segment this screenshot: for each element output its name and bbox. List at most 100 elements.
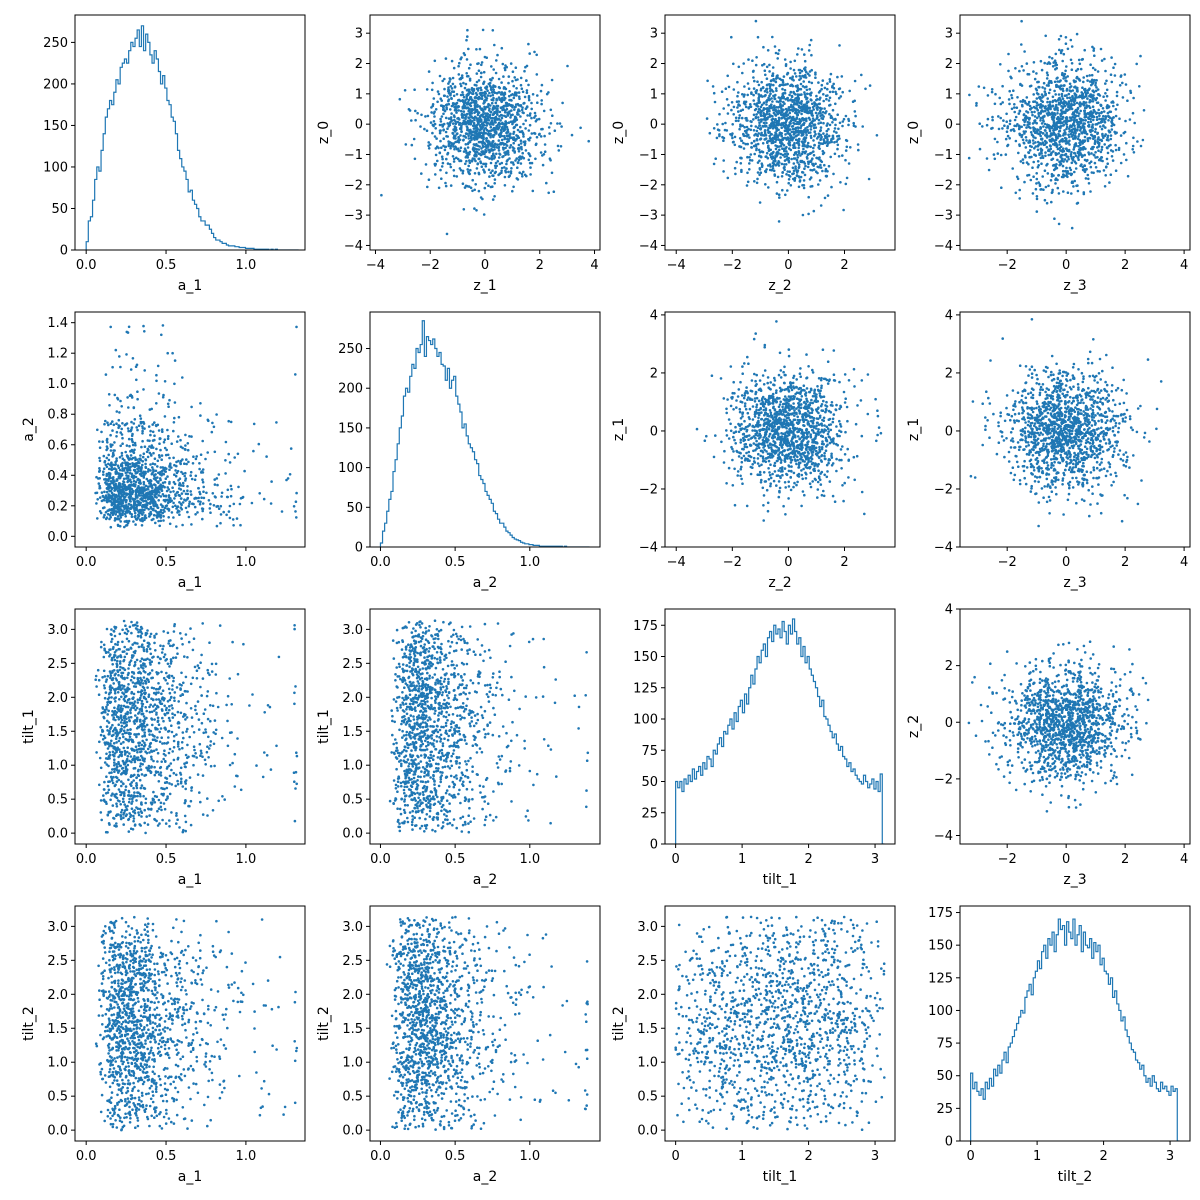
scatter-point — [794, 84, 798, 88]
scatter-point — [1056, 80, 1059, 83]
scatter-point — [1050, 200, 1053, 204]
scatter-point — [1014, 67, 1017, 70]
scatter-point — [495, 59, 498, 62]
scatter-point — [496, 160, 500, 163]
x-tick-label: −4 — [667, 258, 686, 273]
scatter-point — [1087, 177, 1090, 181]
scatter-point — [1078, 112, 1081, 115]
scatter-point — [1032, 100, 1035, 103]
scatter-point — [1110, 80, 1114, 84]
scatter-point — [292, 505, 296, 508]
scatter-point — [735, 100, 739, 103]
scatter-point — [484, 121, 488, 124]
scatter-point — [453, 145, 457, 148]
scatter-point — [1054, 105, 1058, 109]
scatter-point — [1061, 97, 1065, 100]
scatter-point — [727, 103, 730, 107]
scatter-point — [496, 113, 499, 116]
scatter-point — [769, 124, 773, 127]
scatter-point — [522, 170, 525, 174]
scatter-point — [788, 93, 791, 97]
scatter-point — [497, 133, 501, 136]
scatter-point — [1107, 144, 1111, 148]
scatter-point — [775, 153, 779, 157]
scatter-point — [161, 324, 165, 327]
scatter-point — [502, 94, 506, 97]
scatter-point — [837, 96, 841, 100]
scatter-point — [1046, 62, 1049, 65]
scatter-point — [1078, 133, 1081, 136]
scatter-point — [781, 138, 784, 141]
scatter-point — [269, 502, 273, 505]
scatter-point — [1015, 175, 1019, 179]
scatter-point — [771, 151, 775, 155]
scatter-point — [737, 65, 741, 69]
scatter-point — [828, 90, 832, 94]
scatter-point — [444, 116, 448, 120]
scatter-point — [1023, 123, 1026, 127]
scatter-point — [763, 124, 767, 127]
scatter-point — [708, 131, 712, 135]
scatter-point — [510, 161, 513, 164]
scatter-point — [1075, 184, 1078, 188]
scatter-point — [808, 43, 811, 47]
scatter-point — [549, 122, 553, 125]
scatter-point — [1101, 107, 1105, 110]
scatter-point — [280, 510, 284, 513]
scatter-point — [1056, 178, 1059, 182]
scatter-point — [523, 143, 527, 147]
scatter-point — [1048, 88, 1052, 92]
scatter-point — [1055, 163, 1058, 166]
y-tick-label: 1 — [355, 87, 363, 102]
scatter-point — [517, 158, 521, 162]
scatter-point — [807, 49, 811, 52]
scatter-point — [1063, 131, 1067, 134]
scatter-point — [509, 171, 513, 175]
scatter-point — [471, 189, 474, 193]
scatter-point — [753, 180, 756, 183]
scatter-point — [791, 105, 795, 109]
scatter-point — [502, 104, 506, 108]
scatter-point — [1073, 119, 1076, 122]
scatter-point — [815, 137, 819, 140]
scatter-point — [1097, 144, 1101, 148]
scatter-point — [842, 208, 845, 212]
scatter-point — [158, 524, 161, 528]
scatter-point — [490, 98, 494, 102]
scatter-point — [777, 116, 781, 120]
scatter-point — [141, 517, 144, 520]
scatter-point — [765, 103, 768, 106]
scatter-point — [1061, 169, 1065, 173]
scatter-point — [834, 117, 837, 121]
scatter-point — [796, 156, 800, 159]
scatter-point — [427, 178, 431, 181]
scatter-point — [1036, 80, 1039, 84]
scatter-point — [1123, 73, 1127, 76]
scatter-point — [209, 511, 212, 514]
scatter-point — [1024, 155, 1027, 159]
scatter-point — [1031, 192, 1035, 195]
scatter-point — [449, 118, 453, 121]
scatter-point — [181, 446, 184, 450]
scatter-point — [447, 102, 451, 106]
scatter-point — [733, 135, 737, 139]
scatter-point — [1026, 120, 1030, 124]
scatter-point — [1027, 141, 1030, 144]
scatter-point — [1102, 136, 1105, 140]
scatter-point — [811, 117, 815, 120]
scatter-point — [1065, 103, 1069, 106]
scatter-point — [497, 149, 501, 152]
scatter-point — [1063, 129, 1066, 132]
scatter-point — [1093, 136, 1097, 139]
scatter-point — [796, 113, 799, 117]
scatter-point — [748, 156, 751, 159]
scatter-point — [1044, 34, 1047, 38]
scatter-point — [498, 98, 501, 101]
scatter-point — [1029, 131, 1033, 134]
scatter-point — [219, 504, 223, 508]
scatter-point — [481, 152, 485, 156]
scatter-point — [825, 97, 828, 101]
scatter-point — [120, 427, 123, 431]
scatter-point — [452, 66, 456, 70]
scatter-point — [118, 482, 122, 485]
